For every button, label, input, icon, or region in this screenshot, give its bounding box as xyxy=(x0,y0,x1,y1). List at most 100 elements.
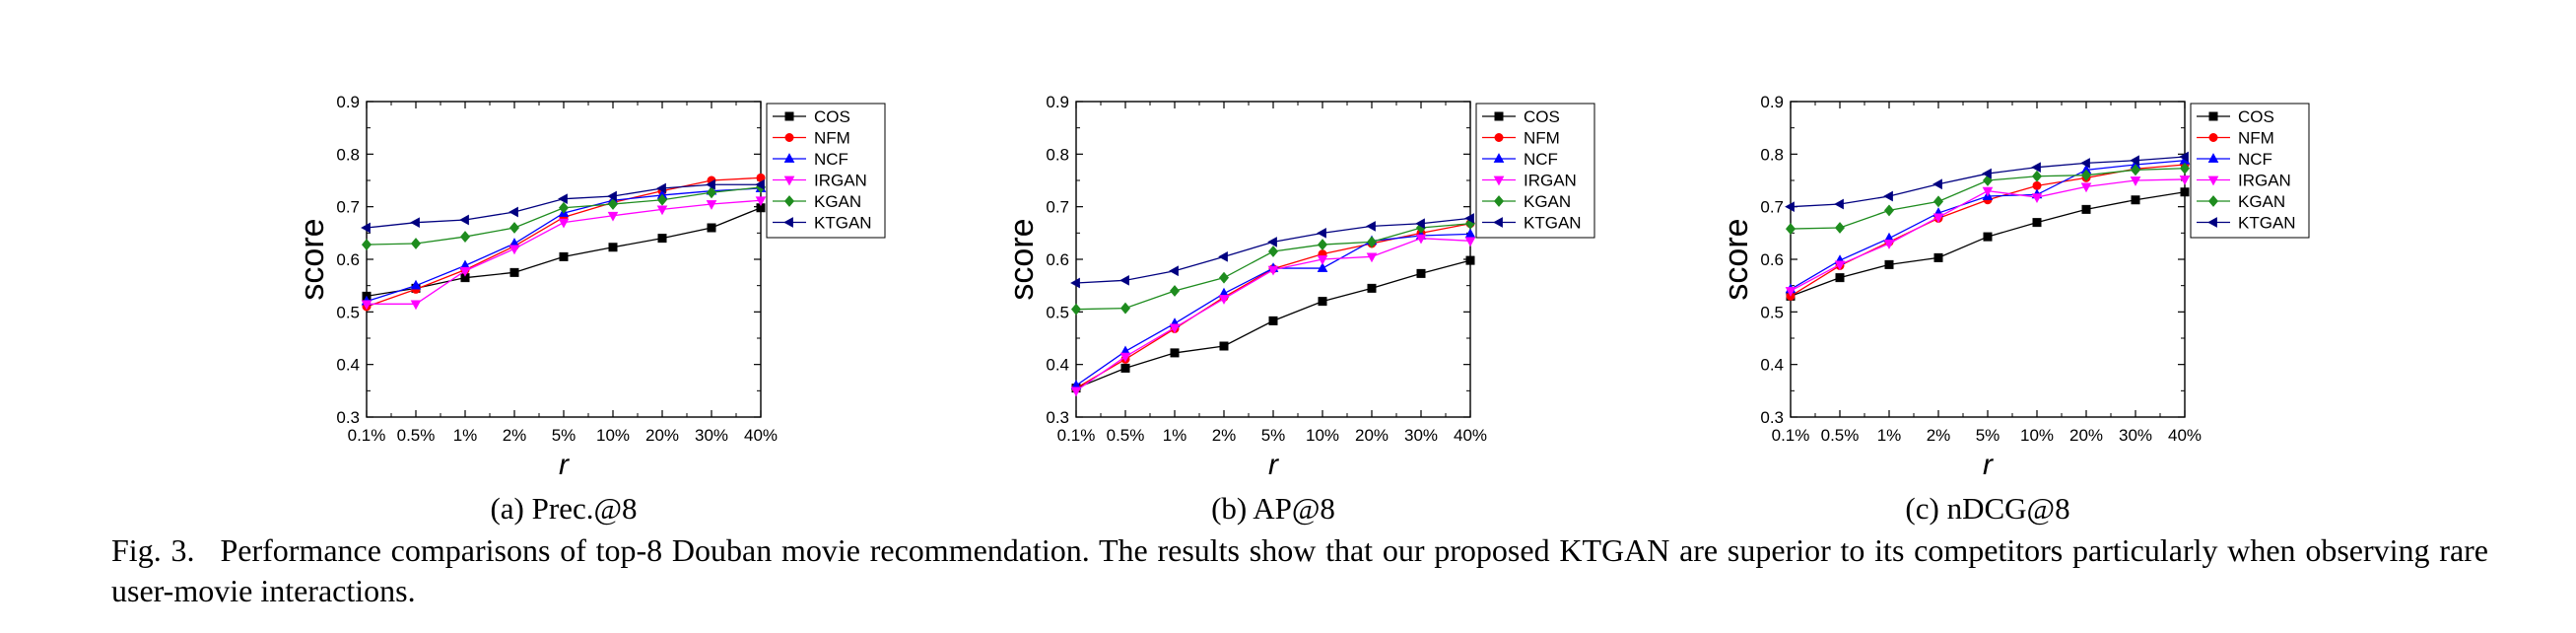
plot-frame xyxy=(1075,101,1471,418)
y-tick-label: 0.9 xyxy=(336,93,360,111)
series-kgan xyxy=(361,181,767,250)
data-point-irgan xyxy=(1169,323,1181,334)
legend-frame xyxy=(1475,103,1595,239)
legend-label: IRGAN xyxy=(1524,172,1577,190)
data-point-irgan xyxy=(361,300,373,311)
y-axis-label: score xyxy=(1005,218,1041,300)
legend-swatch-marker xyxy=(2208,132,2218,142)
x-tick-label: 0.5% xyxy=(1821,426,1860,445)
y-tick-label: 0.5 xyxy=(336,303,360,321)
data-point-ktgan xyxy=(2130,155,2139,167)
x-tick-label: 20% xyxy=(2069,426,2103,445)
data-point-irgan xyxy=(1932,213,1944,224)
y-axis-label: score xyxy=(1720,218,1755,300)
data-point-ktgan xyxy=(1464,213,1474,224)
series-cos xyxy=(1786,187,2190,301)
x-tick-label: 2% xyxy=(503,426,527,445)
series-line-cos xyxy=(1790,191,2186,297)
y-ticks: 0.3 0.4 0.5 0.6 0.7 0.8 0.9 xyxy=(1046,93,1470,427)
legend-item-ktgan: KTGAN xyxy=(2197,214,2296,233)
chart-ap-at-8: 0.3 0.4 0.5 0.6 0.7 0.8 0.9 0.1% 0.5% 1% 2% 5% 10% 20… xyxy=(1005,93,1595,526)
y-tick-label: 0.8 xyxy=(336,145,360,164)
series-ktgan xyxy=(1785,151,2189,213)
x-tick-label: 40% xyxy=(2168,426,2202,445)
subplot-ap-at-8: 0.3 0.4 0.5 0.6 0.7 0.8 0.9 0.1% 0.5% 1% 2% 5% 10% 20… xyxy=(1005,84,1754,547)
legend-label: KTGAN xyxy=(1524,214,1582,233)
data-point-ktgan xyxy=(361,222,371,234)
y-tick-label: 0.3 xyxy=(336,408,360,427)
series-irgan xyxy=(1070,234,1476,397)
data-point-kgan xyxy=(459,231,471,243)
data-point-kgan xyxy=(1834,222,1846,234)
legend-swatch-marker xyxy=(784,132,794,142)
data-point-irgan xyxy=(607,211,619,222)
data-point-kgan xyxy=(1218,271,1230,284)
series-ktgan xyxy=(361,178,765,234)
chart-ndcg-at-8: 0.3 0.4 0.5 0.6 0.7 0.8 0.9 0.1% 0.5% 1% 2% 5% 10% 20… xyxy=(1720,93,2310,526)
x-tick-label: 10% xyxy=(1306,426,1339,445)
subcaption: (a) Prec.@8 xyxy=(490,491,637,526)
series-ktgan xyxy=(1070,213,1474,289)
legend-label: KTGAN xyxy=(2238,214,2296,233)
y-axis-label: score xyxy=(296,218,331,300)
caption-text: Performance comparisons of top-8 Douban … xyxy=(111,532,2489,608)
data-point-ktgan xyxy=(1317,227,1326,239)
x-tick-label: 40% xyxy=(744,426,778,445)
legend-label: KTGAN xyxy=(814,214,872,233)
x-axis-label: r xyxy=(1983,449,1994,481)
y-tick-label: 0.4 xyxy=(1046,356,1069,375)
y-tick-label: 0.9 xyxy=(1046,93,1069,111)
legend-label: KGAN xyxy=(814,192,861,211)
x-ticks: 0.1% 0.5% 1% 2% 5% 10% 20% 30% 40% xyxy=(1057,102,1487,445)
series-cos xyxy=(1071,255,1475,393)
legend-swatch-marker xyxy=(1493,217,1503,228)
legend-swatch-marker xyxy=(2208,111,2218,121)
legend-swatch-marker xyxy=(1493,176,1505,186)
chart-prec-at-8: 0.3 0.4 0.5 0.6 0.7 0.8 0.9 0.1% 0.5% 1% 2% 5% 10% 20… xyxy=(296,93,886,526)
data-point-cos xyxy=(1933,252,1943,262)
data-point-irgan xyxy=(1785,287,1796,297)
series-line-irgan xyxy=(1075,238,1471,391)
data-point-kgan xyxy=(1932,195,1944,208)
x-tick-label: 0.5% xyxy=(1107,426,1145,445)
series-irgan xyxy=(1785,176,2191,297)
x-tick-label: 30% xyxy=(2119,426,2152,445)
x-tick-label: 30% xyxy=(695,426,728,445)
y-tick-label: 0.5 xyxy=(1760,303,1784,321)
legend-swatch-marker xyxy=(1493,195,1505,207)
figure-caption: Fig. 3. Performance comparisons of top-8 … xyxy=(111,530,2488,611)
legend-label: NFM xyxy=(1524,129,1560,148)
y-tick-label: 0.6 xyxy=(1760,250,1784,269)
data-point-nfm xyxy=(2032,180,2042,190)
data-point-cos xyxy=(509,267,519,277)
legend-swatch-marker xyxy=(783,153,795,163)
legend-item-nfm: NFM xyxy=(2197,129,2274,148)
x-tick-label: 30% xyxy=(1404,426,1438,445)
data-point-kgan xyxy=(1267,246,1279,257)
series-group xyxy=(1785,151,2191,301)
data-point-irgan xyxy=(558,218,570,229)
x-tick-label: 20% xyxy=(645,426,679,445)
legend-item-ktgan: KTGAN xyxy=(773,214,872,233)
data-point-kgan xyxy=(410,238,422,249)
x-ticks: 0.1% 0.5% 1% 2% 5% 10% 20% 30% 40% xyxy=(1772,102,2202,445)
data-point-kgan xyxy=(1785,223,1796,235)
data-point-cos xyxy=(1983,232,1993,242)
data-point-irgan xyxy=(706,200,717,210)
data-point-irgan xyxy=(459,266,471,277)
legend-item-irgan: IRGAN xyxy=(773,172,867,190)
x-tick-label: 5% xyxy=(1976,426,2000,445)
data-point-ktgan xyxy=(558,193,568,205)
data-point-kgan xyxy=(1169,285,1181,297)
data-point-irgan xyxy=(1267,265,1279,276)
data-point-irgan xyxy=(1070,387,1082,397)
data-point-cos xyxy=(707,223,716,233)
series-kgan xyxy=(1070,217,1476,316)
data-point-cos xyxy=(2180,187,2190,197)
series-irgan xyxy=(361,196,767,311)
data-point-cos xyxy=(608,243,618,252)
legend-label: KGAN xyxy=(1524,192,1571,211)
data-point-irgan xyxy=(2130,176,2141,186)
plot-frame xyxy=(366,101,762,418)
